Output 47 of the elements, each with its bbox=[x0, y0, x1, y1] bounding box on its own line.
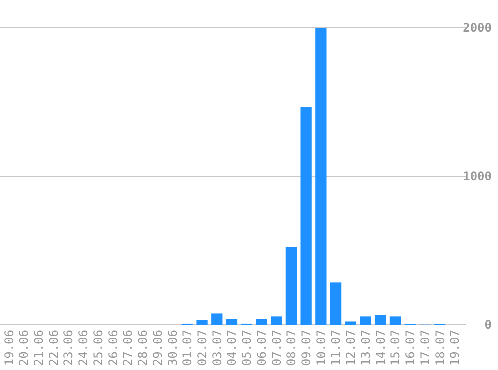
x-tick-label: 11.07 bbox=[329, 330, 344, 366]
x-tick-label: 21.06 bbox=[32, 330, 46, 366]
y-tick-label: 2000 bbox=[463, 21, 492, 36]
y-tick-label: 0 bbox=[484, 318, 492, 332]
bar bbox=[286, 247, 298, 325]
bar bbox=[256, 319, 268, 325]
x-tick-label: 05.07 bbox=[240, 330, 254, 366]
x-tick-label: 24.06 bbox=[76, 330, 91, 366]
bar bbox=[196, 320, 208, 325]
x-tick-label: 22.06 bbox=[46, 330, 61, 366]
x-tick-label: 19.06 bbox=[2, 330, 16, 366]
x-tick-label: 26.06 bbox=[106, 330, 120, 366]
bar bbox=[226, 319, 238, 325]
bar bbox=[316, 28, 327, 325]
x-tick-label: 03.07 bbox=[210, 330, 224, 366]
x-tick-label: 30.06 bbox=[166, 330, 180, 366]
bar bbox=[360, 316, 372, 325]
bar bbox=[345, 322, 356, 325]
x-tick-label: 08.07 bbox=[284, 330, 299, 366]
bar bbox=[375, 315, 386, 325]
x-tick-label: 17.07 bbox=[418, 330, 432, 366]
x-tick-label: 15.07 bbox=[388, 330, 403, 366]
x-tick-label: 10.07 bbox=[314, 330, 328, 366]
x-tick-label: 13.07 bbox=[358, 330, 373, 366]
x-tick-label: 25.06 bbox=[91, 330, 106, 366]
bar bbox=[300, 107, 312, 325]
x-tick-label: 01.07 bbox=[180, 330, 195, 366]
x-tick-label: 16.07 bbox=[404, 330, 418, 366]
x-tick-label: 09.07 bbox=[300, 330, 314, 366]
x-tick-label: 18.07 bbox=[433, 330, 448, 366]
bar bbox=[390, 316, 402, 325]
bar bbox=[212, 314, 223, 325]
x-tick-label: 06.07 bbox=[254, 330, 269, 366]
x-tick-label: 19.07 bbox=[448, 330, 462, 366]
x-tick-label: 27.06 bbox=[121, 330, 136, 366]
x-tick-label: 29.06 bbox=[150, 330, 165, 366]
x-tick-label: 04.07 bbox=[225, 330, 240, 366]
x-tick-label: 23.06 bbox=[62, 330, 76, 366]
y-tick-label: 1000 bbox=[463, 170, 492, 184]
x-tick-label: 20.06 bbox=[17, 330, 32, 366]
x-tick-label: 02.07 bbox=[195, 330, 210, 366]
x-tick-label: 28.06 bbox=[136, 330, 150, 366]
bar bbox=[330, 282, 342, 325]
x-tick-label: 14.07 bbox=[374, 330, 388, 366]
x-tick-label: 07.07 bbox=[270, 330, 284, 366]
x-tick-label: 12.07 bbox=[344, 330, 358, 366]
bar bbox=[271, 316, 282, 325]
